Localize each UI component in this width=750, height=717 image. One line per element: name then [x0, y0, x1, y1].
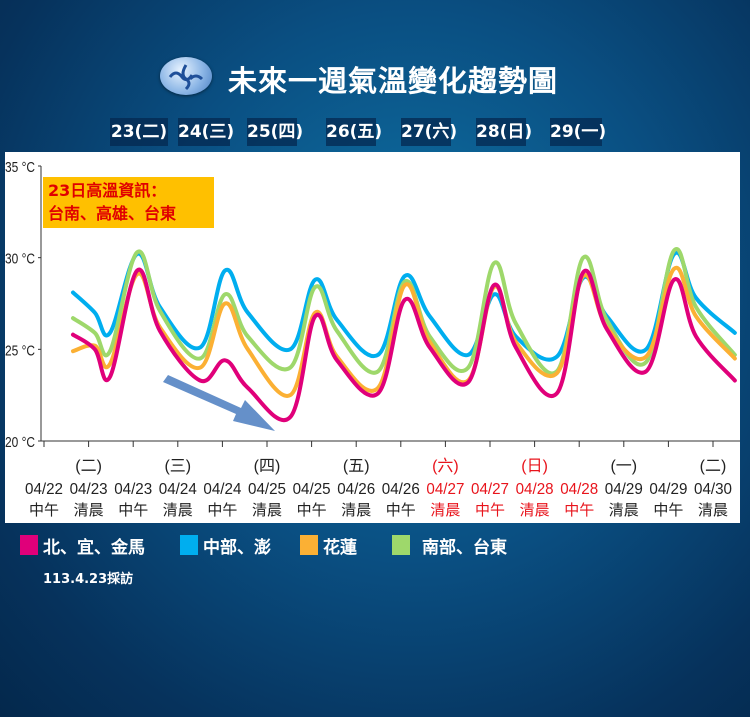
x-period-label: 中午: [386, 502, 416, 519]
x-date-label: 04/25: [248, 481, 286, 498]
x-period-label: 清晨: [430, 502, 460, 519]
series-line-北、宜、金馬: [70, 267, 737, 422]
x-date-label: 04/25: [293, 481, 331, 498]
highlight-note: 23日高溫資訊： 台南、高雄、台東: [43, 177, 214, 228]
x-period-label: 中午: [207, 502, 237, 519]
legend-swatch: [300, 535, 318, 555]
x-date-label: 04/24: [159, 481, 197, 498]
x-weekday-label: (一): [610, 458, 637, 475]
x-date-label: 04/28: [516, 481, 554, 498]
x-date-label: 04/28: [560, 481, 598, 498]
legend-item: 南部、台東: [392, 534, 507, 558]
cwa-logo-icon: [160, 57, 212, 95]
day-label: 26(五): [326, 118, 382, 146]
day-label: 25(四): [247, 118, 303, 146]
x-date-label: 04/26: [337, 481, 375, 498]
x-date-label: 04/23: [70, 481, 108, 498]
legend-swatch: [20, 535, 38, 555]
legend-item: 中部、澎: [180, 534, 271, 558]
x-period-label: 清晨: [74, 502, 104, 519]
legend-swatch: [180, 535, 198, 555]
x-date-label: 04/23: [114, 481, 152, 498]
x-date-label: 04/22: [25, 481, 63, 498]
x-date-label: 04/26: [382, 481, 420, 498]
x-weekday-label: (五): [343, 458, 370, 475]
x-date-label: 04/30: [694, 481, 732, 498]
legend-label: 南部、台東: [422, 537, 507, 558]
legend-label: 中部、澎: [203, 537, 271, 558]
x-period-label: 中午: [29, 502, 59, 519]
legend-label: 北、宜、金馬: [43, 537, 145, 558]
x-period-label: 清晨: [520, 502, 550, 519]
highlight-note-line2: 台南、高雄、台東: [48, 204, 177, 223]
x-period-label: 中午: [475, 502, 505, 519]
x-weekday-label: (日): [521, 458, 548, 475]
temperature-line-chart: 20 °C 25 °C 30 °C 35 °C 04/22 中午 (二) 04/23 清晨 04/…: [5, 159, 740, 519]
legend-item: 北、宜、金馬: [20, 534, 145, 558]
x-weekday-label: (六): [432, 457, 459, 475]
series-line-南部、台東: [70, 247, 737, 376]
day-label: 23(二): [110, 118, 168, 146]
day-label: 28(日): [476, 118, 532, 146]
x-weekday-label: (二): [700, 458, 727, 475]
legend-item: 花蓮: [300, 534, 357, 558]
x-period-label: 清晨: [609, 502, 639, 519]
x-period-label: 中午: [564, 502, 594, 519]
y-tick-label: 20 °C: [5, 434, 35, 451]
x-period-label: 中午: [297, 502, 327, 519]
day-label: 24(三): [178, 118, 234, 146]
x-weekday-label: (四): [254, 458, 281, 475]
highlight-note-line1: 23日高溫資訊：: [48, 181, 167, 200]
y-tick-label: 25 °C: [5, 342, 35, 359]
x-date-label: 04/27: [426, 481, 464, 498]
x-period-label: 清晨: [341, 502, 371, 519]
x-date-label: 04/27: [471, 481, 509, 498]
day-label: 27(六): [401, 118, 457, 146]
legend-swatch: [392, 535, 410, 555]
x-period-label: 清晨: [252, 502, 282, 519]
x-period-label: 清晨: [698, 502, 728, 519]
legend-label: 花蓮: [323, 537, 357, 558]
y-tick-label: 35 °C: [5, 159, 35, 176]
x-weekday-label: (二): [75, 458, 102, 475]
x-period-label: 中午: [653, 502, 683, 519]
y-tick-label: 30 °C: [5, 251, 35, 268]
page-title: 未來一週氣溫變化趨勢圖: [228, 64, 559, 98]
x-period-label: 清晨: [163, 502, 193, 519]
x-date-label: 04/29: [649, 481, 687, 498]
x-date-label: 04/29: [605, 481, 643, 498]
day-label: 29(一): [550, 118, 606, 146]
x-period-label: 中午: [118, 502, 148, 519]
x-weekday-label: (三): [164, 458, 191, 475]
survey-date-note: 113.4.23採訪: [43, 572, 134, 587]
trend-arrow-icon: [163, 375, 275, 431]
x-date-label: 04/24: [203, 481, 241, 498]
